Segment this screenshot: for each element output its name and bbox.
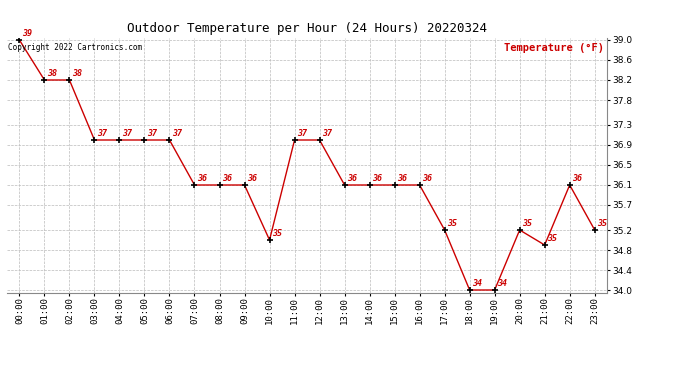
- Text: 34: 34: [473, 279, 482, 288]
- Text: 37: 37: [297, 129, 307, 138]
- Text: 36: 36: [397, 174, 407, 183]
- Text: 35: 35: [522, 219, 533, 228]
- Text: 36: 36: [222, 174, 233, 183]
- Text: 36: 36: [573, 174, 582, 183]
- Text: 38: 38: [47, 69, 57, 78]
- Text: 37: 37: [172, 129, 182, 138]
- Title: Outdoor Temperature per Hour (24 Hours) 20220324: Outdoor Temperature per Hour (24 Hours) …: [127, 22, 487, 35]
- Text: Temperature (°F): Temperature (°F): [504, 43, 604, 52]
- Text: Copyright 2022 Cartronics.com: Copyright 2022 Cartronics.com: [8, 43, 142, 52]
- Text: 36: 36: [422, 174, 433, 183]
- Text: 36: 36: [247, 174, 257, 183]
- Text: 35: 35: [273, 229, 282, 238]
- Text: 37: 37: [122, 129, 132, 138]
- Text: 35: 35: [547, 234, 558, 243]
- Text: 36: 36: [197, 174, 207, 183]
- Text: 34: 34: [497, 279, 507, 288]
- Text: 37: 37: [97, 129, 107, 138]
- Text: 35: 35: [447, 219, 457, 228]
- Text: 36: 36: [373, 174, 382, 183]
- Text: 38: 38: [72, 69, 82, 78]
- Text: 37: 37: [147, 129, 157, 138]
- Text: 35: 35: [598, 219, 607, 228]
- Text: 37: 37: [322, 129, 333, 138]
- Text: 36: 36: [347, 174, 357, 183]
- Text: 39: 39: [22, 29, 32, 38]
